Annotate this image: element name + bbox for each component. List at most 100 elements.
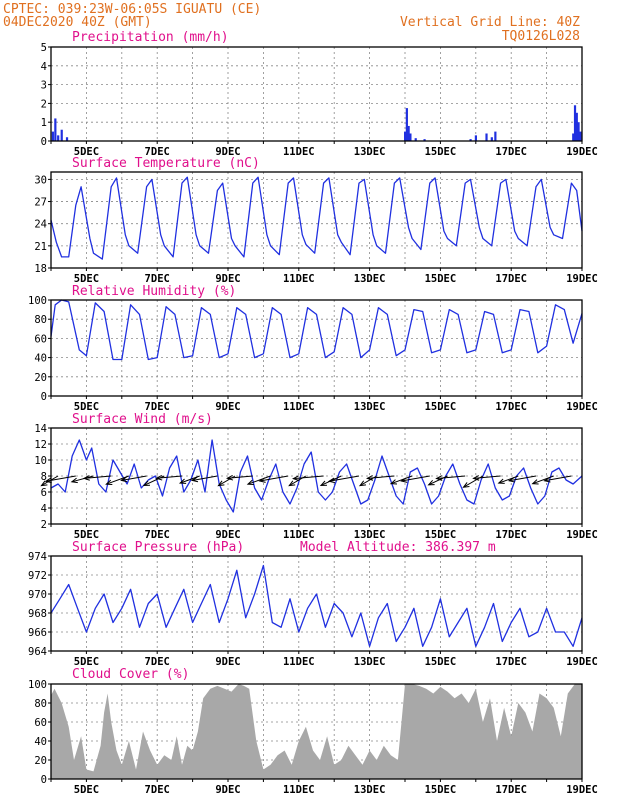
y-tick-label: 3 — [41, 80, 47, 92]
precip-bar — [51, 131, 54, 141]
date-label: 9DEC — [215, 401, 240, 413]
y-tick-label: 40 — [34, 736, 47, 748]
rh-series-line — [50, 299, 583, 361]
date-label: 5DEC — [74, 784, 99, 796]
y-tick-label: 60 — [34, 717, 47, 729]
date-label: 19DEC — [566, 784, 598, 796]
date-label: 7DEC — [145, 656, 170, 668]
y-tick-label: 100 — [28, 679, 47, 691]
date-label: 7DEC — [145, 146, 170, 158]
precip-bar — [407, 125, 410, 141]
precip-bar — [405, 108, 408, 141]
header-grid-note: Vertical Grid Line: 40Z — [400, 15, 580, 30]
wind-vector — [121, 475, 147, 481]
date-label: 15DEC — [425, 401, 457, 413]
y-tick-label: 972 — [28, 570, 47, 582]
precip-bar — [494, 131, 497, 141]
y-tick-label: 4 — [41, 61, 47, 73]
header-model-id: TQ0126L028 — [502, 29, 580, 44]
wind-vector-head — [497, 478, 505, 484]
cloud-cover-area — [51, 684, 582, 779]
y-tick-label: 0 — [41, 391, 47, 403]
precip-bar — [579, 131, 582, 141]
date-label: 13DEC — [354, 401, 386, 413]
wind-vector-head — [472, 475, 480, 481]
temp-series-line — [50, 176, 583, 260]
y-tick-label: 21 — [34, 241, 47, 253]
wind-vector-head — [288, 480, 296, 487]
y-tick-label: 80 — [34, 314, 47, 326]
pressure-series-line — [50, 564, 583, 647]
y-tick-label: 27 — [34, 197, 47, 209]
wind-vector-head — [44, 477, 52, 484]
precip-bar — [485, 133, 488, 141]
date-label: 11DEC — [283, 401, 315, 413]
wind-vector-head — [217, 480, 225, 487]
wind-vector-head — [40, 480, 48, 487]
y-tick-label: 4 — [41, 503, 47, 515]
wind-vector — [436, 475, 466, 480]
date-label: 5DEC — [74, 401, 99, 413]
panel-annotation: Model Altitude: 386.397 m — [300, 540, 496, 555]
wind-vector-head — [507, 477, 516, 483]
y-tick-label: 2 — [41, 519, 47, 531]
wind-vector-head — [327, 477, 336, 484]
wind-vector — [498, 475, 519, 484]
wind-vector — [509, 475, 537, 482]
wind-vector-head — [120, 476, 128, 483]
y-tick-label: 5 — [41, 42, 47, 54]
date-label: 17DEC — [495, 273, 527, 285]
wind-vector-head — [462, 482, 470, 488]
date-label: 11DEC — [283, 529, 315, 541]
y-tick-label: 10 — [34, 455, 47, 467]
precip-bar — [575, 112, 578, 141]
wind-vector — [532, 475, 554, 485]
date-label: 15DEC — [425, 784, 457, 796]
date-label: 15DEC — [425, 529, 457, 541]
panel-pressure: 964 966 968 970 972 974 5DEC 7DEC 9DEC 11DEC 13DEC… — [28, 540, 598, 668]
precip-bar — [474, 135, 477, 141]
date-label: 5DEC — [74, 273, 99, 285]
date-label: 13DEC — [354, 784, 386, 796]
date-label: 7DEC — [145, 784, 170, 796]
date-label: 13DEC — [354, 656, 386, 668]
y-tick-label: 966 — [28, 627, 47, 639]
date-label: 7DEC — [145, 529, 170, 541]
date-label: 9DEC — [215, 784, 240, 796]
wind-vector — [71, 475, 94, 483]
y-tick-label: 8 — [41, 471, 47, 483]
wind-vector — [473, 475, 501, 479]
wind-vector-head — [389, 479, 398, 485]
panel-title: Relative Humidity (%) — [72, 284, 236, 299]
y-tick-label: 20 — [34, 372, 47, 384]
precip-bar — [423, 139, 426, 141]
date-label: 9DEC — [215, 273, 240, 285]
date-label: 5DEC — [74, 529, 99, 541]
date-label: 17DEC — [495, 146, 527, 158]
date-label: 19DEC — [566, 273, 598, 285]
wind-vector-head — [142, 480, 150, 487]
wind-vector-head — [366, 475, 374, 481]
y-tick-label: 970 — [28, 589, 47, 601]
y-tick-label: 30 — [34, 174, 47, 186]
panel-temp: 18 21 24 27 30 5DEC 7DEC 9DEC 11DEC 13DEC 15DEC 17D… — [34, 156, 597, 285]
date-label: 9DEC — [215, 656, 240, 668]
panel-cloud: 0 20 40 60 80 100 5DEC 7DEC 9DEC 11DEC 13DEC 15DEC 1… — [28, 667, 598, 796]
wind-vector — [84, 475, 112, 479]
wind-vector-head — [155, 474, 163, 481]
precip-bar — [60, 129, 63, 141]
date-label: 11DEC — [283, 784, 315, 796]
wind-vector — [401, 475, 430, 482]
panel-frame — [50, 299, 583, 397]
y-tick-label: 2 — [41, 98, 47, 110]
date-label: 19DEC — [566, 529, 598, 541]
y-tick-label: 0 — [41, 136, 47, 148]
y-tick-label: 964 — [28, 646, 47, 658]
wind-vector-head — [82, 475, 90, 481]
panel-title: Precipitation (mm/h) — [72, 30, 229, 45]
y-tick-label: 20 — [34, 755, 47, 767]
wind-vector — [227, 475, 253, 479]
panel-frame — [50, 171, 583, 269]
wind-vector-head — [400, 477, 408, 483]
